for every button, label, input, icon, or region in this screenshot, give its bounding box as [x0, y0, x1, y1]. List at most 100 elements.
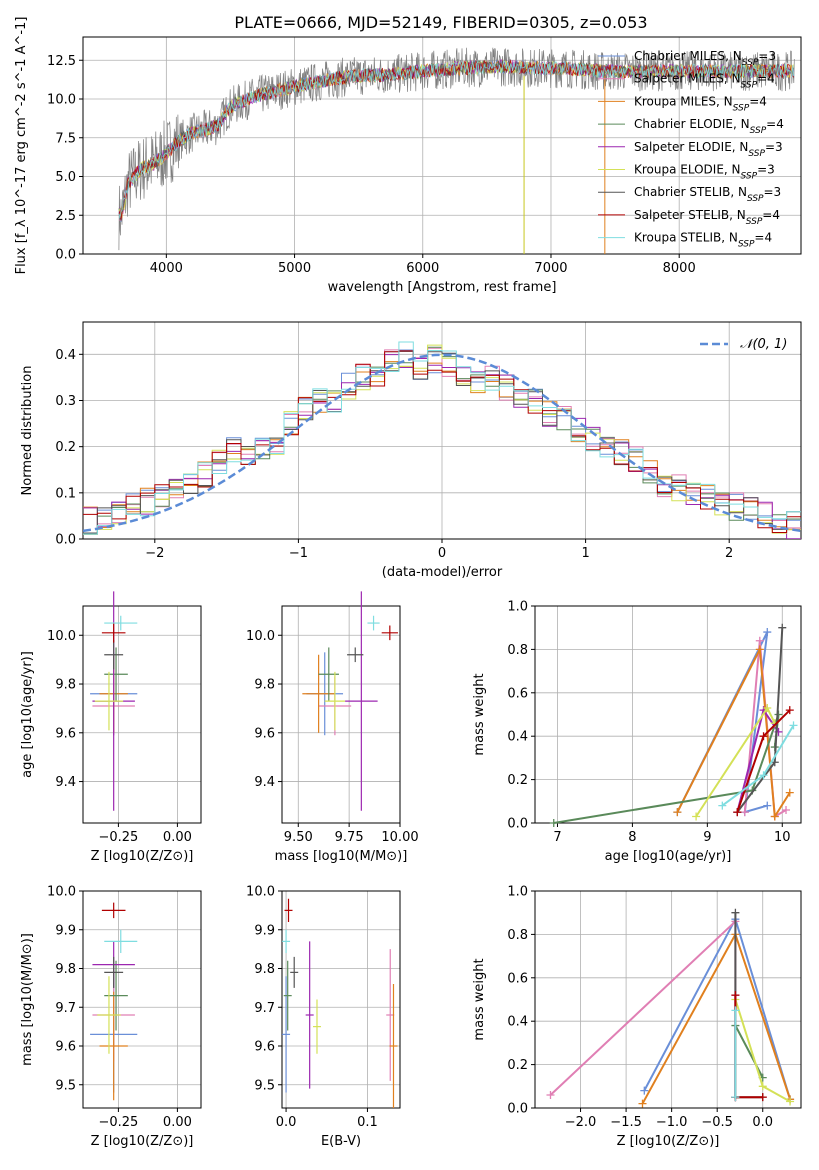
y-tick-label: 0.1	[55, 486, 76, 501]
x-axis-label: Z [log10(Z/Z⊙)]	[617, 1134, 720, 1149]
x-tick-label: −1.5	[610, 1115, 642, 1130]
x-tick-label: 8000	[663, 261, 696, 276]
weight-marker-kroupa_elodie	[692, 812, 701, 821]
y-tick-label: 9.6	[254, 1040, 275, 1055]
weight-marker-kroupa_stelib	[759, 771, 768, 780]
weight-marker-kroupa_stelib	[718, 801, 727, 810]
axes-frame	[82, 890, 202, 1109]
legend-entry: Salpeter ELODIE, NSSP=3	[634, 140, 783, 159]
weight-marker-kroupa_elodie	[763, 703, 772, 712]
weight-marker-kroupa_miles	[673, 808, 682, 817]
histogram-kroupa_stelib	[83, 341, 801, 535]
weight-marker-chabrier_miles	[763, 628, 772, 637]
histogram-kroupa_elodie	[83, 344, 801, 535]
x-tick-label: 1	[581, 546, 589, 561]
x-tick-label: −1.0	[656, 1115, 688, 1130]
y-axis-label: age [log10(age/yr)]	[20, 651, 35, 778]
legend-entry: 𝒩(0, 1)	[740, 337, 787, 352]
x-tick-label: 0.0	[276, 1115, 297, 1130]
y-tick-label: 9.8	[55, 962, 76, 977]
x-axis-label: Z [log10(Z/Z⊙)]	[91, 1134, 194, 1149]
errorbars	[90, 591, 138, 811]
y-axis-label: mass weight	[472, 958, 487, 1040]
y-axis-label: Normed distribution	[20, 366, 35, 496]
axes-frame	[534, 890, 802, 1109]
x-tick-label: 7000	[534, 261, 567, 276]
weight-marker-kroupa_miles	[770, 812, 779, 821]
y-tick-label: 12.5	[47, 54, 76, 69]
panel-mass-vs-Z: −0.25 0.00 9.5 9.6 9.7 9.8 9.9 10.0 Z [log10(Z/Z…	[20, 885, 202, 1149]
y-tick-label: 1.0	[507, 885, 528, 900]
weight-marker-chabrier_stelib	[778, 623, 787, 632]
y-axis-label: Flux [f_λ 10^-17 erg cm^-2 s^-1 A^-1]	[14, 17, 29, 275]
x-tick-label: −0.25	[98, 1115, 138, 1130]
weight-marker-salpeter_miles	[740, 808, 749, 817]
x-tick-label: 4000	[150, 261, 183, 276]
y-tick-label: 10.0	[47, 93, 76, 108]
weight-marker-chabrier_elodie	[549, 819, 558, 827]
axes-frame	[281, 605, 401, 824]
y-tick-label: 0.4	[507, 1015, 528, 1030]
weight-line-kroupa_miles	[641, 931, 792, 1105]
legend-entry: Kroupa ELODIE, NSSP=3	[634, 163, 775, 182]
x-tick-label: 10.00	[381, 830, 418, 845]
y-tick-label: 0.0	[507, 1102, 528, 1117]
y-tick-label: 9.6	[55, 1040, 76, 1055]
y-tick-label: 0.4	[507, 730, 528, 745]
weight-marker-salpeter_miles	[546, 1090, 555, 1099]
errorbars	[302, 591, 398, 811]
panel-mass-weight-vs-Z: −2.0 −1.5 −1.0 −0.5 0.0 0.0 0.2 0.4 0.6 0.8 1.0 Z […	[472, 885, 802, 1149]
weight-marker-kroupa_miles	[638, 1099, 647, 1108]
model-spectrum-kroupa_stelib	[118, 60, 795, 219]
y-axis-label: mass weight	[472, 673, 487, 755]
panel-mass-weight-vs-age: 7 8 9 10 0.0 0.2 0.4 0.6 0.8 1.0 age [log10(age/yr…	[472, 600, 802, 864]
y-tick-label: 0.6	[507, 686, 528, 701]
x-tick-label: 0.00	[163, 830, 192, 845]
x-tick-label: −2	[145, 546, 164, 561]
x-tick-label: −1	[289, 546, 308, 561]
normal-curve	[83, 353, 801, 533]
x-tick-label: 6000	[406, 261, 439, 276]
y-tick-label: 10.0	[246, 629, 275, 644]
x-tick-label: 8	[628, 830, 636, 845]
histogram-salpeter_miles	[83, 347, 801, 529]
weight-marker-kroupa_stelib	[731, 1093, 740, 1102]
x-tick-label: 2	[725, 546, 733, 561]
y-tick-label: 0.8	[507, 928, 528, 943]
histogram-chabrier_stelib	[83, 350, 801, 534]
x-axis-label: Z [log10(Z/Z⊙)]	[91, 849, 194, 864]
y-tick-label: 0.0	[55, 533, 76, 548]
axes-frame	[82, 321, 802, 540]
weight-marker-salpeter_stelib	[785, 706, 794, 715]
x-axis-label: wavelength [Angstrom, rest frame]	[328, 280, 557, 295]
panel-spectrum: 4000 5000 6000 7000 8000 0.0 2.5 5.0 7.5 10.0 12.5…	[14, 17, 802, 295]
y-tick-label: 9.5	[55, 1078, 76, 1093]
weight-marker-kroupa_miles	[755, 645, 764, 654]
x-tick-label: 0.0	[752, 1115, 773, 1130]
y-tick-label: 9.9	[254, 923, 275, 938]
x-axis-label: age [log10(age/yr)]	[605, 849, 732, 864]
y-tick-label: 9.8	[55, 678, 76, 693]
weight-marker-kroupa_stelib	[731, 1006, 740, 1015]
legend-entry: Salpeter STELIB, NSSP=4	[634, 208, 780, 227]
panel-mass-vs-EBV: 0.0 0.1 9.5 9.6 9.7 9.8 9.9 10.0 E(B-V)	[246, 885, 401, 1149]
x-tick-label: 0.1	[357, 1115, 378, 1130]
y-tick-label: 10.0	[47, 885, 76, 900]
weight-marker-kroupa_elodie	[758, 1082, 767, 1091]
weight-marker-kroupa_miles	[785, 788, 794, 797]
weight-marker-salpeter_miles	[782, 805, 791, 814]
panel-age-vs-mass: 9.50 9.75 10.00 9.4 9.6 9.8 10.0 mass [log10(M/…	[246, 591, 419, 864]
spectrum-lines	[118, 47, 795, 254]
y-tick-label: 10.0	[47, 629, 76, 644]
weight-marker-kroupa_stelib	[789, 721, 798, 730]
weight-line-chabrier_elodie	[734, 1025, 764, 1098]
legend-entry: Kroupa STELIB, NSSP=4	[634, 231, 772, 250]
x-tick-label: 9	[703, 830, 711, 845]
legend-entry: Kroupa MILES, NSSP=4	[634, 94, 767, 113]
y-tick-label: 0.3	[55, 394, 76, 409]
y-tick-label: 0.2	[507, 1058, 528, 1073]
y-tick-label: 0.0	[507, 817, 528, 832]
y-tick-label: 9.6	[254, 726, 275, 741]
